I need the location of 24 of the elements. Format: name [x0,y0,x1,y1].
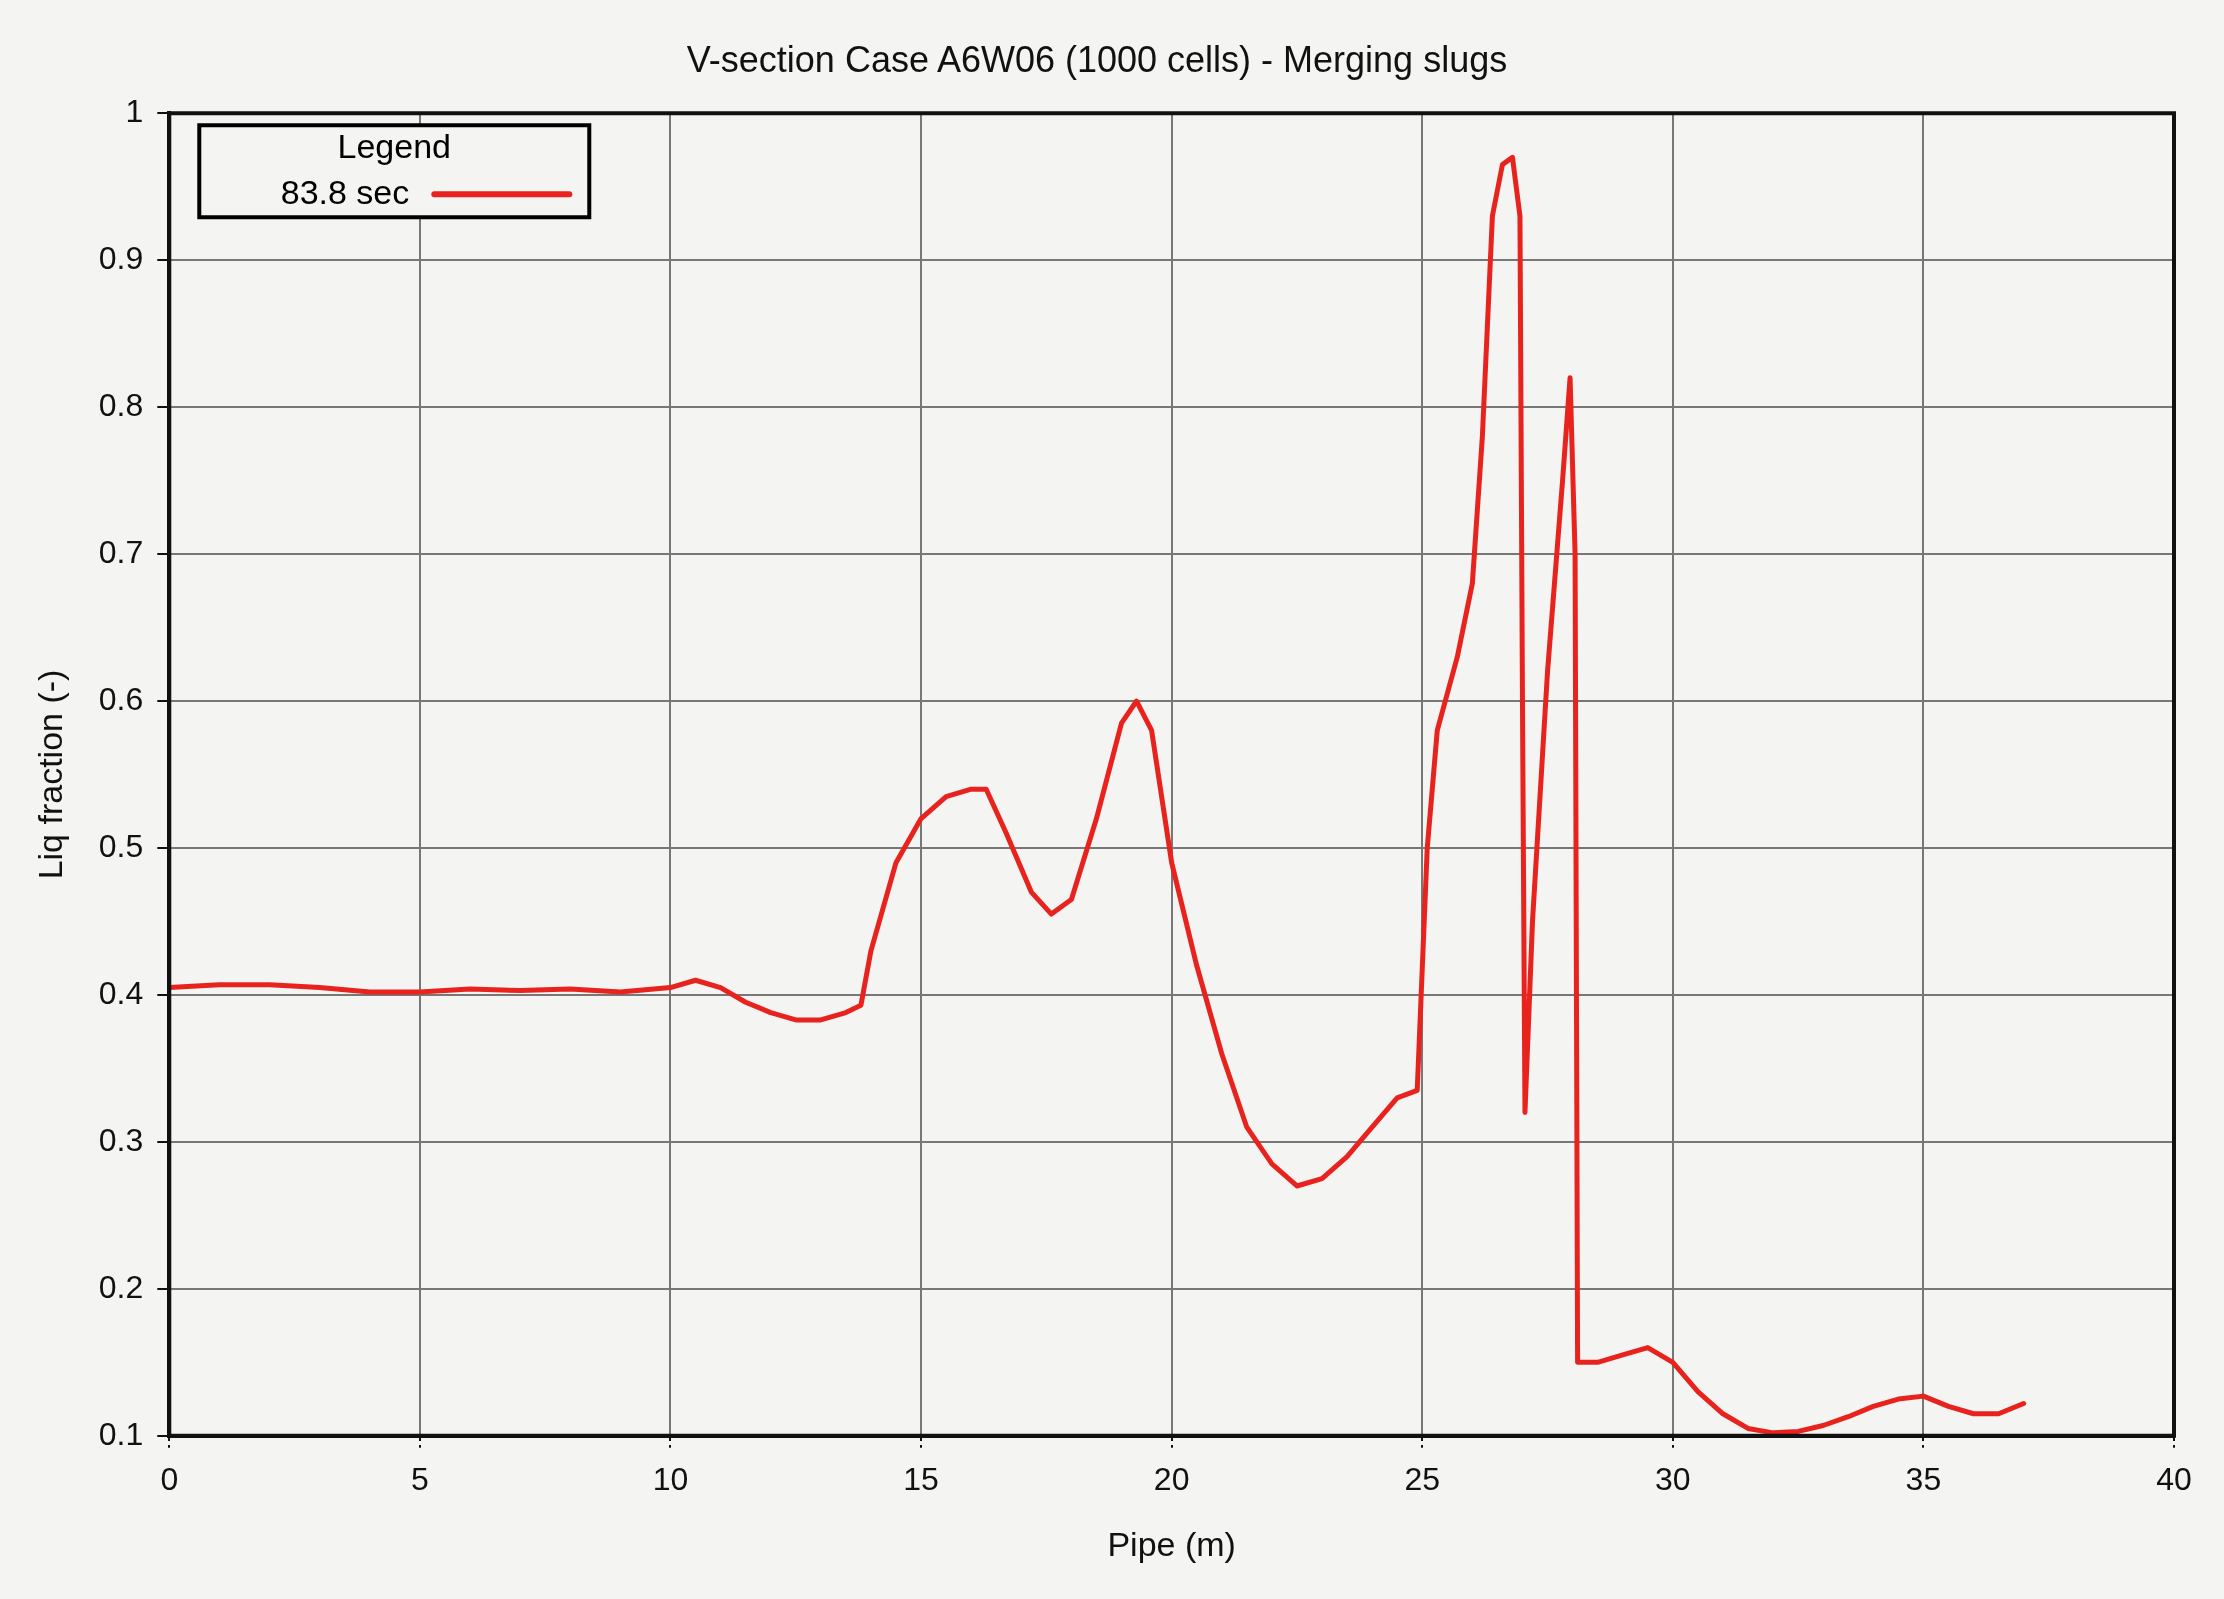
x-tick-label: 0 [160,1460,179,1497]
x-tick-label: 10 [652,1460,689,1497]
x-tick-label: 25 [1404,1460,1441,1497]
x-tick-label: 35 [1905,1460,1942,1497]
y-tick-label: 0.7 [98,533,144,570]
x-axis-title: Pipe (m) [1107,1524,1236,1563]
legend-title: Legend [337,126,452,165]
y-tick-label: 0.1 [98,1415,144,1452]
y-axis-title: Liq fraction (-) [30,669,69,880]
x-tick-label: 30 [1655,1460,1691,1497]
x-tick-label: 20 [1153,1460,1190,1497]
x-tick-label: 5 [410,1460,429,1497]
y-tick-label: 1 [125,93,144,130]
y-tick-label: 0.3 [98,1121,144,1158]
x-tick-label: 40 [2156,1460,2192,1497]
chart-title: V-section Case A6W06 (1000 cells) - Merging slugs [686,38,1508,80]
x-tick-label: 15 [903,1460,939,1497]
y-tick-label: 0.8 [98,386,144,423]
y-tick-label: 0.4 [98,974,144,1011]
y-tick-label: 0.6 [98,680,144,717]
y-tick-label: 0.9 [98,239,144,276]
legend-label: 83.8 sec [280,172,410,211]
y-tick-label: 0.5 [98,827,144,864]
y-tick-label: 0.2 [98,1268,144,1305]
